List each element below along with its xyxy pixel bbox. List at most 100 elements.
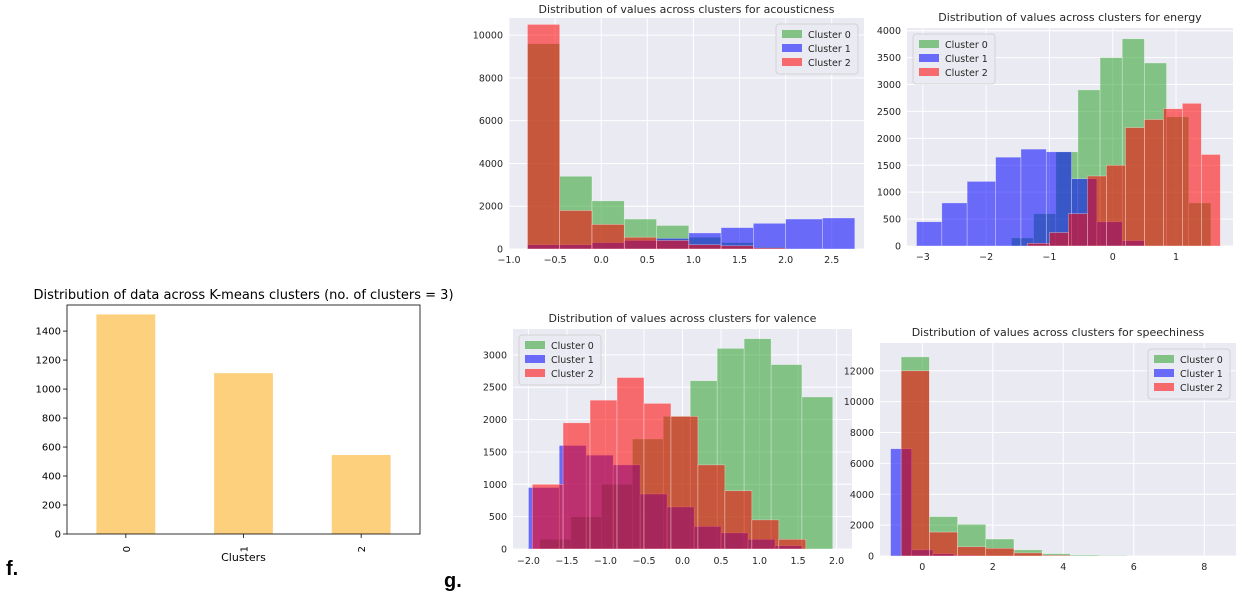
acousticness-xtick-label: 1.5 bbox=[732, 255, 747, 266]
speechiness-ytick-label: 10000 bbox=[844, 397, 874, 408]
kmeans-xlabel: Clusters bbox=[221, 551, 266, 564]
acousticness-ytick-label: 4000 bbox=[479, 159, 503, 170]
energy-bar-cluster-2-5 bbox=[1125, 127, 1145, 247]
energy-xtick-label: −2 bbox=[979, 252, 993, 263]
kmeans-xtick-label: 0 bbox=[122, 546, 133, 552]
energy-title: Distribution of values across clusters f… bbox=[938, 11, 1202, 24]
acousticness-bar-cluster-1-7 bbox=[753, 223, 786, 250]
valence-xtick-label: 0.0 bbox=[675, 556, 690, 567]
energy-bar-cluster-2-4 bbox=[1106, 164, 1126, 247]
valence-xtick-label: −2.0 bbox=[517, 556, 540, 567]
acousticness-xtick-label: 1.0 bbox=[686, 255, 701, 266]
energy-bar-cluster-2-1 bbox=[1049, 232, 1069, 247]
kmeans-chart: Distribution of data across K-means clus… bbox=[33, 288, 453, 564]
acousticness-ytick-label: 0 bbox=[497, 245, 503, 256]
speechiness-ytick-label: 6000 bbox=[850, 459, 874, 470]
valence-bar-cluster-2-7 bbox=[724, 490, 753, 550]
kmeans-xtick-label: 1 bbox=[240, 546, 251, 552]
valence-bar-cluster-2-1 bbox=[562, 422, 591, 550]
acousticness-bar-cluster-2-3 bbox=[623, 236, 657, 250]
kmeans-xtick-label: 2 bbox=[357, 546, 368, 552]
valence-legend-label-0: Cluster 0 bbox=[551, 341, 594, 352]
kmeans-axes-frame bbox=[66, 304, 421, 535]
speechiness-legend-swatch-1 bbox=[1154, 369, 1174, 377]
valence-legend-swatch-1 bbox=[525, 355, 545, 363]
valence-bar-cluster-2-9 bbox=[778, 538, 807, 550]
valence-title: Distribution of values across clusters f… bbox=[549, 312, 817, 325]
energy-bar-cluster-2-6 bbox=[1144, 119, 1164, 247]
energy-bar-cluster-1-3 bbox=[995, 156, 1022, 247]
valence-bar-cluster-2-5 bbox=[670, 416, 699, 550]
valence-bar-cluster-2-3 bbox=[616, 377, 645, 550]
speechiness-xtick-label: 0 bbox=[919, 562, 925, 573]
energy-xtick-label: 1 bbox=[1173, 252, 1179, 263]
energy-ytick-label: 3500 bbox=[877, 53, 901, 64]
acousticness-bar-cluster-2-7 bbox=[753, 247, 786, 250]
energy-xtick-label: 0 bbox=[1110, 252, 1116, 263]
kmeans-ytick-label: 400 bbox=[42, 472, 61, 483]
energy-ytick-label: 1000 bbox=[877, 188, 901, 199]
acousticness-bar-cluster-2-4 bbox=[656, 240, 690, 250]
speechiness-legend-label-0: Cluster 0 bbox=[1180, 355, 1223, 366]
energy-bar-cluster-1-1 bbox=[941, 202, 968, 247]
kmeans-bar-2 bbox=[331, 455, 391, 534]
speechiness-title: Distribution of values across clusters f… bbox=[912, 326, 1205, 339]
speechiness-bar-cluster-2-4 bbox=[1013, 552, 1043, 557]
valence-bar-cluster-2-4 bbox=[643, 403, 672, 550]
kmeans-ytick-label: 800 bbox=[42, 414, 61, 425]
acousticness-xtick-label: −0.5 bbox=[544, 255, 567, 266]
acousticness-chart: −1.0 −0.5 0.0 0.5 1.0 1.5 2.0 2.5 0 2000 4000 6000 8… bbox=[473, 3, 864, 266]
speechiness-xtick-label: 8 bbox=[1201, 562, 1207, 573]
speechiness-bar-cluster-2-5 bbox=[1041, 554, 1071, 557]
energy-legend-swatch-1 bbox=[919, 54, 939, 62]
valence-xtick-label: 0.5 bbox=[713, 556, 728, 567]
kmeans-ytick-label: 0 bbox=[55, 530, 61, 541]
acousticness-legend-swatch-2 bbox=[782, 58, 802, 66]
valence-ytick-label: 3000 bbox=[483, 350, 507, 361]
acousticness-bar-cluster-1-9 bbox=[822, 217, 856, 250]
acousticness-legend: Cluster 0 Cluster 1 Cluster 2 bbox=[775, 23, 859, 75]
valence-bar-cluster-2-8 bbox=[751, 519, 780, 550]
valence-ytick-label: 1000 bbox=[483, 480, 507, 491]
panel-label-g: g. bbox=[444, 570, 462, 592]
acousticness-legend-label-2: Cluster 2 bbox=[808, 58, 851, 69]
energy-bar-cluster-1-2 bbox=[966, 181, 996, 247]
valence-bar-cluster-2-0 bbox=[531, 483, 564, 550]
valence-xtick-label: 2.0 bbox=[829, 556, 844, 567]
valence-xtick-label: 1.0 bbox=[752, 556, 767, 567]
acousticness-legend-swatch-0 bbox=[782, 30, 802, 38]
speechiness-ytick-label: 12000 bbox=[844, 366, 874, 377]
valence-bar-cluster-0-9 bbox=[801, 396, 834, 550]
energy-bar-cluster-2-0 bbox=[1026, 243, 1050, 247]
energy-legend-label-2: Cluster 2 bbox=[945, 68, 988, 79]
kmeans-ytick-label: 1200 bbox=[36, 356, 61, 367]
energy-chart: −3 −2 −1 0 1 0 500 1000 1500 2000 2500 3000 3500 4000… bbox=[877, 11, 1233, 263]
energy-legend-swatch-0 bbox=[919, 40, 939, 48]
valence-bar-cluster-2-2 bbox=[589, 399, 618, 550]
valence-legend-swatch-2 bbox=[525, 369, 545, 377]
energy-bar-cluster-1-0 bbox=[916, 221, 943, 247]
acousticness-legend-label-0: Cluster 0 bbox=[808, 30, 851, 41]
kmeans-ytick-label: 1000 bbox=[36, 385, 61, 396]
acousticness-xtick-label: 0.0 bbox=[594, 255, 609, 266]
acousticness-xtick-label: 0.5 bbox=[640, 255, 655, 266]
speechiness-bar-cluster-2-2 bbox=[957, 546, 987, 557]
acousticness-bar-cluster-2-6 bbox=[720, 245, 754, 250]
acousticness-bar-cluster-1-8 bbox=[785, 218, 823, 250]
speechiness-ytick-label: 4000 bbox=[850, 490, 874, 501]
energy-ytick-label: 500 bbox=[883, 215, 901, 226]
energy-ytick-label: 2000 bbox=[877, 134, 901, 145]
acousticness-bar-cluster-2-2 bbox=[591, 224, 625, 250]
valence-ytick-label: 0 bbox=[501, 545, 507, 556]
acousticness-ytick-label: 10000 bbox=[473, 31, 503, 42]
acousticness-ytick-label: 8000 bbox=[479, 73, 503, 84]
energy-ytick-label: 2500 bbox=[877, 107, 901, 118]
valence-ytick-label: 2500 bbox=[483, 383, 507, 394]
acousticness-bar-cluster-2-1 bbox=[559, 210, 593, 250]
speechiness-xtick-label: 6 bbox=[1131, 562, 1137, 573]
valence-xtick-label: −1.0 bbox=[594, 556, 617, 567]
acousticness-xtick-label: 2.5 bbox=[824, 255, 839, 266]
energy-bar-cluster-2-7 bbox=[1163, 108, 1183, 247]
energy-ytick-label: 3000 bbox=[877, 80, 901, 91]
